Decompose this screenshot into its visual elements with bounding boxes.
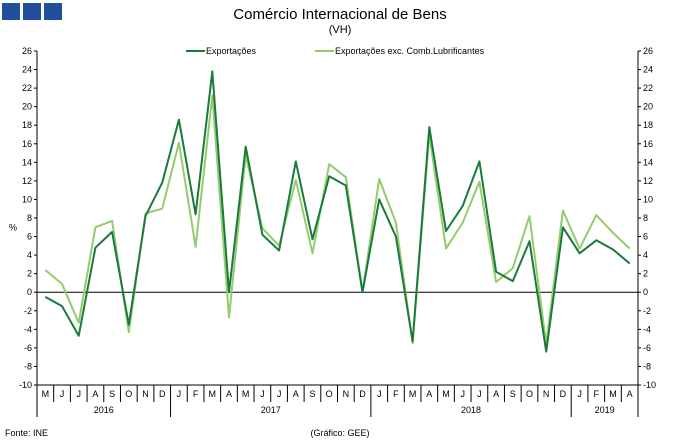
y-tick-label-right: 8	[643, 213, 648, 223]
series-line-1	[44, 70, 631, 353]
month-tick-label: A	[226, 389, 232, 399]
y-tick-label-right: 2	[643, 269, 648, 279]
chart-title: Comércio Internacional de Bens	[233, 6, 447, 23]
month-tick-label: O	[326, 389, 333, 399]
month-tick-label: A	[493, 389, 499, 399]
y-tick-label-left: -2	[24, 306, 32, 316]
month-tick-label: M	[442, 389, 450, 399]
logo-square-1	[2, 3, 20, 20]
y-tick-label-left: 18	[22, 120, 32, 130]
y-tick-label-left: -10	[19, 380, 32, 390]
y-tick-label-right: 10	[643, 194, 653, 204]
month-tick-label: N	[343, 389, 350, 399]
year-label: 2018	[461, 405, 481, 415]
y-tick-label-right: 22	[643, 83, 653, 93]
month-tick-label: M	[242, 389, 250, 399]
month-tick-label: A	[426, 389, 432, 399]
y-tick-label-right: 18	[643, 120, 653, 130]
y-tick-label-right: 24	[643, 65, 653, 75]
y-tick-label-left: 24	[22, 65, 32, 75]
y-tick-label-right: 4	[643, 250, 648, 260]
y-tick-label-left: 26	[22, 46, 32, 56]
month-tick-label: J	[60, 389, 65, 399]
y-tick-label-right: -2	[643, 306, 651, 316]
y-tick-label-left: 4	[27, 250, 32, 260]
y-tick-label-left: 6	[27, 232, 32, 242]
y-tick-label-right: -4	[643, 324, 651, 334]
y-tick-label-left: 22	[22, 83, 32, 93]
y-tick-label-left: -8	[24, 361, 32, 371]
logo-square-2	[23, 3, 41, 20]
y-tick-label-left: -4	[24, 324, 32, 334]
month-tick-label: J	[460, 389, 465, 399]
month-tick-label: A	[92, 389, 98, 399]
y-tick-label-right: 12	[643, 176, 653, 186]
y-tick-label-right: 20	[643, 102, 653, 112]
month-tick-label: S	[309, 389, 315, 399]
legend-label-2: Exportações exc. Comb.Lubrificantes	[335, 46, 485, 56]
month-tick-label: D	[159, 389, 166, 399]
month-tick-label: M	[209, 389, 217, 399]
month-tick-label: O	[125, 389, 132, 399]
month-tick-label: M	[609, 389, 617, 399]
month-tick-label: D	[359, 389, 366, 399]
y-tick-label-left: 10	[22, 194, 32, 204]
y-tick-label-left: 2	[27, 269, 32, 279]
month-tick-label: J	[177, 389, 182, 399]
source-note: Fonte: INE	[5, 428, 49, 438]
month-tick-label: J	[76, 389, 81, 399]
year-label: 2016	[94, 405, 114, 415]
month-tick-label: A	[293, 389, 299, 399]
month-tick-label: N	[142, 389, 149, 399]
month-tick-label: F	[193, 389, 199, 399]
y-tick-label-right: -6	[643, 343, 651, 353]
y-tick-label-left: 0	[27, 287, 32, 297]
month-tick-label: J	[477, 389, 482, 399]
month-tick-label: J	[277, 389, 282, 399]
month-tick-label: M	[42, 389, 50, 399]
month-tick-label: J	[260, 389, 265, 399]
y-tick-label-left: 14	[22, 157, 32, 167]
y-tick-label-right: 26	[643, 46, 653, 56]
month-tick-label: F	[594, 389, 600, 399]
y-tick-label-left: -6	[24, 343, 32, 353]
month-tick-label: J	[577, 389, 582, 399]
legend-label-1: Exportações	[206, 46, 257, 56]
y-axis-label: %	[9, 222, 17, 232]
year-label: 2019	[595, 405, 615, 415]
credit-note: (Gráfico: GEE)	[310, 428, 370, 438]
y-tick-label-right: 14	[643, 157, 653, 167]
series-line-2	[44, 94, 631, 346]
y-tick-label-right: -10	[643, 380, 656, 390]
month-tick-label: F	[393, 389, 399, 399]
month-tick-label: S	[510, 389, 516, 399]
y-tick-label-left: 12	[22, 176, 32, 186]
y-tick-label-left: 16	[22, 139, 32, 149]
month-tick-label: O	[526, 389, 533, 399]
month-tick-label: D	[560, 389, 567, 399]
chart-subtitle: (VH)	[328, 24, 352, 36]
y-tick-label-right: 16	[643, 139, 653, 149]
month-tick-label: N	[543, 389, 550, 399]
gee-logo	[2, 3, 62, 20]
month-tick-label: J	[377, 389, 382, 399]
month-tick-label: S	[109, 389, 115, 399]
y-tick-label-left: 8	[27, 213, 32, 223]
month-tick-label: A	[627, 389, 633, 399]
y-tick-label-right: -8	[643, 361, 651, 371]
year-label: 2017	[261, 405, 281, 415]
logo-square-3	[44, 3, 62, 20]
month-tick-label: M	[409, 389, 417, 399]
y-tick-label-right: 0	[643, 287, 648, 297]
y-tick-label-right: 6	[643, 232, 648, 242]
y-tick-label-left: 20	[22, 102, 32, 112]
